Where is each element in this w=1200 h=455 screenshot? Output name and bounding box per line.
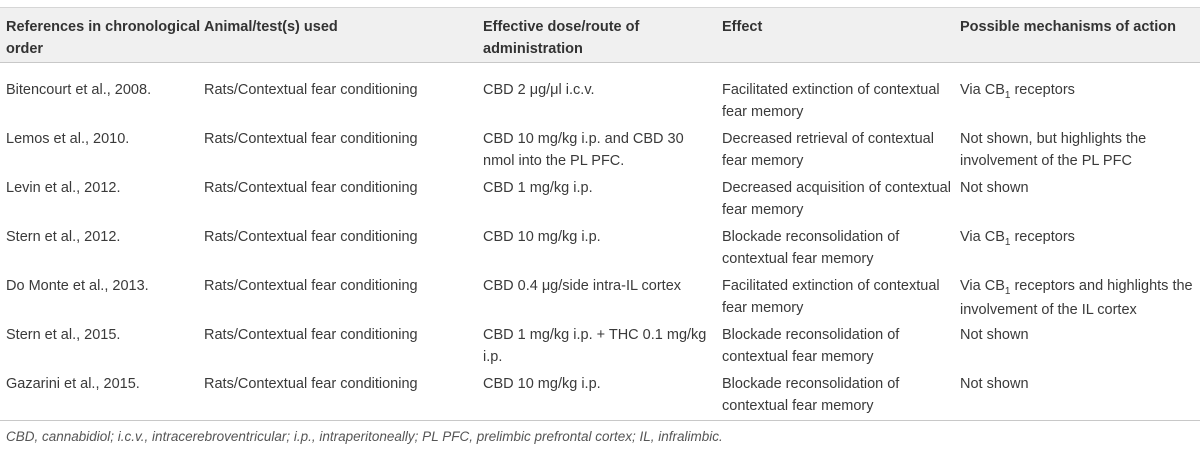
animal-test-cell: Rats/Contextual fear conditioning xyxy=(204,278,418,294)
dose-cell: CBD 10 mg/kg i.p. xyxy=(483,376,601,392)
reference-cell: Do Monte et al., 2013. xyxy=(6,278,149,294)
reference-cell: Stern et al., 2012. xyxy=(6,229,121,245)
table-row: Stern et al., 2015. Rats/Contextual fear… xyxy=(0,322,1200,370)
animal-test-cell: Rats/Contextual fear conditioning xyxy=(204,327,418,343)
mechanism-text: Not shown xyxy=(960,327,1029,343)
table-row: Stern et al., 2012. Rats/Contextual fear… xyxy=(0,224,1200,272)
mechanism-cell: Not shown xyxy=(960,324,1196,348)
dose-cell: CBD 2 μg/μl i.c.v. xyxy=(483,82,595,98)
header-animal-test: Animal/test(s) used xyxy=(204,19,338,35)
table-row: Do Monte et al., 2013. Rats/Contextual f… xyxy=(0,273,1200,321)
table-row: Gazarini et al., 2015. Rats/Contextual f… xyxy=(0,371,1200,419)
dose-cell: CBD 0.4 μg/side intra-IL cortex xyxy=(483,278,682,294)
table-row: Levin et al., 2012. Rats/Contextual fear… xyxy=(0,175,1200,223)
effect-cell: Blockade reconsolidation of contextual f… xyxy=(722,376,900,414)
effect-cell: Facilitated extinction of contextual fea… xyxy=(722,278,940,316)
dose-cell: CBD 1 mg/kg i.p. + THC 0.1 mg/kg i.p. xyxy=(483,327,707,365)
table-row: Lemos et al., 2010. Rats/Contextual fear… xyxy=(0,126,1200,174)
header-mechanisms: Possible mechanisms of action xyxy=(960,19,1176,35)
mechanism-subscript: 1 xyxy=(1004,237,1011,248)
animal-test-cell: Rats/Contextual fear conditioning xyxy=(204,229,418,245)
animal-test-cell: Rats/Contextual fear conditioning xyxy=(204,180,418,196)
effect-cell: Blockade reconsolidation of contextual f… xyxy=(722,229,900,267)
mechanism-text: Via CB xyxy=(960,229,1005,245)
effect-cell: Facilitated extinction of contextual fea… xyxy=(722,82,940,120)
dose-cell: CBD 1 mg/kg i.p. xyxy=(483,180,593,196)
animal-test-cell: Rats/Contextual fear conditioning xyxy=(204,131,418,147)
effect-cell: Blockade reconsolidation of contextual f… xyxy=(722,327,900,365)
header-dose-route: Effective dose/route of administration xyxy=(483,19,640,57)
mechanism-text-tail: receptors xyxy=(1010,229,1075,245)
mechanism-cell: Not shown xyxy=(960,177,1196,201)
mechanism-cell: Via CB1 receptors and highlights the inv… xyxy=(960,275,1196,321)
mechanism-text: Via CB xyxy=(960,278,1005,294)
dose-cell: CBD 10 mg/kg i.p. xyxy=(483,229,601,245)
animal-test-cell: Rats/Contextual fear conditioning xyxy=(204,376,418,392)
reference-cell: Stern et al., 2015. xyxy=(6,327,121,343)
dose-cell: CBD 10 mg/kg i.p. and CBD 30 nmol into t… xyxy=(483,131,684,169)
mechanism-cell: Not shown xyxy=(960,373,1196,397)
effect-cell: Decreased acquisition of contextual fear… xyxy=(722,180,951,218)
reference-cell: Levin et al., 2012. xyxy=(6,180,121,196)
table-header-row: References in chronological order Animal… xyxy=(0,7,1200,63)
mechanism-text: Not shown xyxy=(960,180,1029,196)
mechanism-cell: Via CB1 receptors xyxy=(960,79,1196,103)
mechanism-text-tail: receptors and highlights the involvement… xyxy=(960,278,1193,318)
reference-cell: Bitencourt et al., 2008. xyxy=(6,82,152,98)
mechanism-subscript: 1 xyxy=(1004,286,1011,297)
reference-cell: Lemos et al., 2010. xyxy=(6,131,130,147)
mechanism-cell: Not shown, but highlights the involvemen… xyxy=(960,128,1196,174)
mechanism-text: Via CB xyxy=(960,82,1005,98)
animal-test-cell: Rats/Contextual fear conditioning xyxy=(204,82,418,98)
mechanism-text: Not shown xyxy=(960,376,1029,392)
table-row: Bitencourt et al., 2008. Rats/Contextual… xyxy=(0,77,1200,125)
mechanism-cell: Via CB1 receptors xyxy=(960,226,1196,250)
table-bottom-rule xyxy=(0,420,1200,421)
mechanism-subscript: 1 xyxy=(1004,90,1011,101)
reference-cell: Gazarini et al., 2015. xyxy=(6,376,140,392)
mechanism-text-tail: receptors xyxy=(1010,82,1075,98)
header-effect: Effect xyxy=(722,19,763,35)
table-footnote: CBD, cannabidiol; i.c.v., intracerebrove… xyxy=(6,429,723,444)
mechanism-text: Not shown, but highlights the involvemen… xyxy=(960,131,1147,169)
effect-cell: Decreased retrieval of contextual fear m… xyxy=(722,131,934,169)
header-references: References in chronological order xyxy=(6,19,201,57)
